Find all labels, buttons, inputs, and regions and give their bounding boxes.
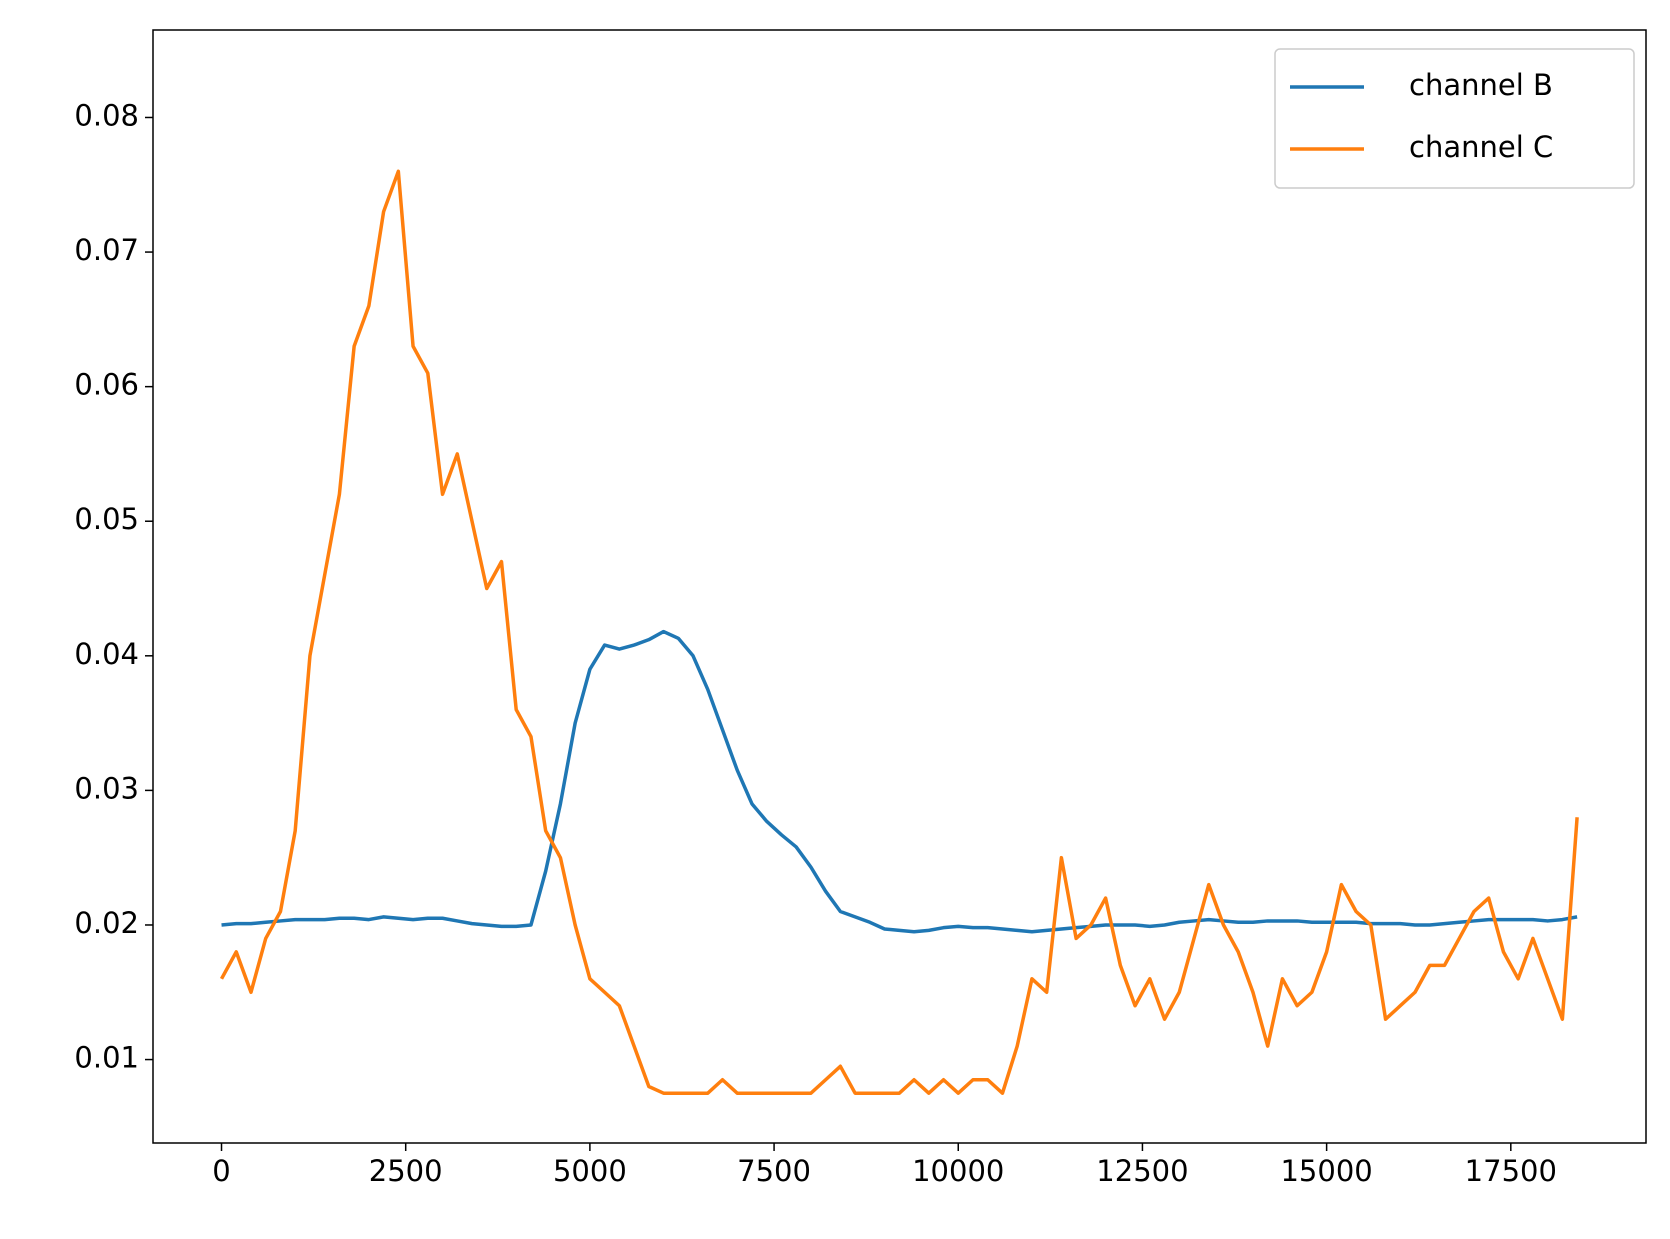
series-line: [221, 629, 1578, 934]
y-tick-label: 0.01: [74, 1041, 139, 1075]
x-tick-label: 17500: [1465, 1154, 1557, 1188]
x-tick-label: 5000: [553, 1154, 627, 1188]
x-tick-label: 0: [212, 1154, 230, 1188]
y-tick-label: 0.03: [74, 771, 139, 805]
legend-label: channel B: [1409, 68, 1553, 102]
y-tick-label: 0.06: [74, 368, 139, 402]
y-tick-label: 0.02: [74, 906, 139, 940]
x-tick-label: 2500: [369, 1154, 443, 1188]
legend-box: [1274, 48, 1635, 189]
y-tick-label: 0.07: [74, 233, 139, 267]
y-tick-label: 0.08: [74, 98, 139, 132]
series-line: [219, 169, 1579, 1095]
y-tick-label: 0.04: [74, 637, 139, 671]
y-tick-label: 0.05: [74, 502, 139, 536]
plot-frame: [152, 29, 1647, 1144]
legend-label: channel C: [1409, 130, 1553, 164]
x-tick-label: 12500: [1096, 1154, 1188, 1188]
x-tick-label: 15000: [1280, 1154, 1372, 1188]
x-tick-label: 10000: [912, 1154, 1004, 1188]
x-tick-label: 7500: [737, 1154, 811, 1188]
